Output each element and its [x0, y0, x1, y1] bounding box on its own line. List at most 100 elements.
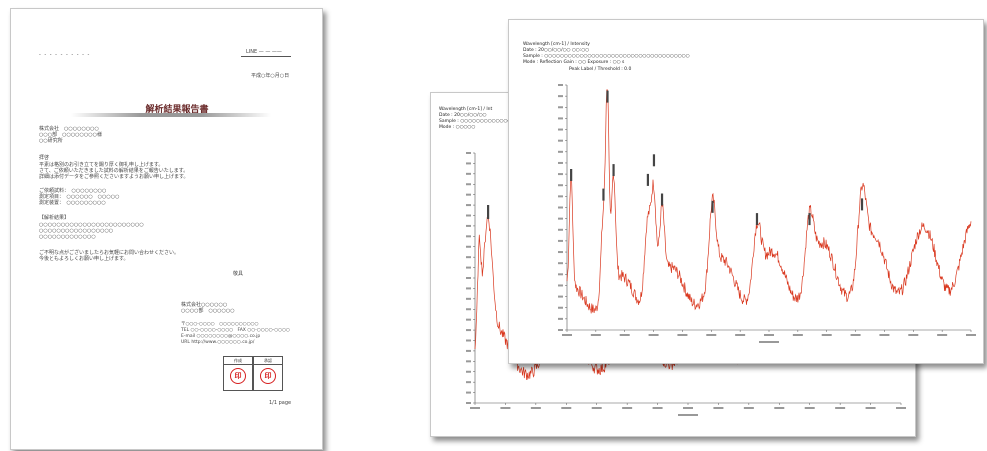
peak-label-mark	[606, 90, 609, 103]
intro-line: さて、ご依頼いただきました試料の解析結果をご報告いたします。	[39, 168, 189, 174]
x-axis-label-mark	[759, 341, 779, 343]
y-tick-label-mark	[466, 214, 471, 217]
page-number: 1/1 page	[269, 400, 292, 406]
x-tick-label-mark	[530, 407, 541, 409]
peak-label-mark	[652, 154, 656, 167]
x-tick-label-mark	[821, 334, 832, 336]
x-tick-label-mark	[677, 334, 688, 336]
peak-label-mark	[755, 213, 759, 226]
result-line: ○○○○○○○○○○○○○	[39, 234, 96, 240]
peak-label-mark	[711, 200, 714, 213]
y-tick-label-mark	[466, 360, 471, 363]
result-line: ○○○○○○○○○○○○○○○○○	[39, 228, 114, 234]
y-tick-label-mark	[466, 193, 471, 196]
y-tick-label-mark	[558, 251, 563, 254]
x-tick-label-mark	[591, 407, 602, 409]
peak-label-mark	[570, 169, 573, 181]
x-tick-label-mark	[590, 334, 601, 336]
y-tick-label-mark	[466, 235, 471, 238]
red-seal-stamp: 印	[260, 368, 276, 384]
y-tick-label-mark	[558, 306, 563, 309]
y-tick-label-mark	[558, 273, 563, 276]
closing-line: 今後ともよろしくお願い申し上げます。	[39, 256, 129, 262]
addressee-line: ○○研究所	[39, 138, 63, 144]
y-tick-label-mark	[558, 206, 563, 209]
x-tick-label-mark	[908, 334, 919, 336]
y-tick-label-mark	[558, 217, 563, 220]
x-tick-label-mark	[896, 407, 906, 409]
y-tick-label-mark	[558, 239, 563, 242]
x-tick-label-mark	[850, 334, 861, 336]
peak-label-mark	[646, 173, 649, 186]
peak-label-mark	[860, 198, 864, 211]
x-tick-label-mark	[500, 407, 511, 409]
y-tick-label-mark	[466, 162, 471, 165]
intro-line: 詳細は添付データをご参照くださいますようお願い申し上げます。	[39, 174, 189, 180]
chart-header-line: Mode : Reflection Gain : ○○ Exposure : ○…	[523, 60, 625, 65]
intro-line: 平素は格別のお引き立てを賜り厚く御礼申し上げます。	[39, 162, 164, 168]
y-tick-label-mark	[466, 183, 471, 186]
x-tick-label-mark	[764, 334, 774, 336]
y-tick-label-mark	[466, 287, 471, 290]
peak-label-mark	[660, 193, 664, 206]
report-date: 平成○年○月○日	[251, 73, 290, 79]
seal-box-author: 作成 印	[223, 356, 253, 391]
sample-line: 測定装置： ○○○○○○○○○	[39, 200, 106, 206]
spectrum-sheet-front: Wavelength [cm-1] / Intensity Date : 20○…	[508, 19, 984, 364]
x-tick-label-mark	[879, 334, 890, 336]
header-rule	[241, 56, 291, 57]
y-tick-label-mark	[466, 245, 471, 248]
x-tick-label-mark	[937, 334, 948, 336]
chart-header-line: Sample : ○○○○○○○○○○○○○○○○○○○○○○○○○○○○○○○…	[523, 54, 690, 59]
x-tick-label-mark	[735, 334, 746, 336]
title-underline	[71, 113, 271, 117]
analysis-report-page: - - - - - - - - - - LINE — — —— 平成○年○月○日…	[10, 8, 323, 450]
y-tick-label-mark	[558, 84, 563, 86]
company-line: TEL ○○-○○○○-○○○○ FAX ○○-○○○○-○○○○	[181, 328, 290, 333]
x-tick-label-mark	[622, 407, 633, 409]
y-tick-label-mark	[466, 349, 471, 352]
intro-label: 拝啓	[39, 155, 50, 161]
seal-label: 作成	[224, 357, 252, 365]
y-tick-label-mark	[466, 370, 471, 373]
x-axis-label-mark	[678, 414, 698, 416]
y-tick-label-mark	[558, 195, 563, 198]
x-tick-label-mark	[561, 407, 572, 409]
y-tick-label-mark	[558, 95, 563, 98]
y-tick-label-mark	[558, 295, 563, 298]
addressee-line: ○○○部 ○○○○○○○○様	[39, 132, 102, 138]
result-line: ○○○○○○○○○○○○○○○○○○○○○○○○	[39, 222, 144, 228]
y-tick-label-mark	[466, 266, 471, 269]
y-tick-label-mark	[466, 172, 471, 175]
chart-note: Peak Label / Threshold : 0.0	[569, 67, 632, 72]
x-tick-label-mark	[706, 334, 717, 336]
sample-line: ご依頼試料： ○○○○○○○○	[39, 188, 107, 194]
peak-label-mark	[612, 164, 615, 177]
y-tick-label-mark	[466, 339, 471, 342]
company-line: 〒○○○-○○○○ ○○○○○○○○○○	[181, 322, 259, 327]
chart-header-line: Sample : ○○○○○○○○○○○○○○○○	[439, 119, 524, 124]
y-tick-label-mark	[558, 173, 563, 176]
x-tick-label-mark	[470, 407, 480, 409]
red-seal-stamp: 印	[230, 368, 246, 384]
spectrum-line	[566, 89, 972, 314]
chart-header-line: Wavelength [cm-1] / Intensity	[523, 42, 590, 47]
result-label: 【解析結果】	[39, 215, 70, 221]
x-tick-label-mark	[562, 334, 572, 336]
company-line: E-mail ○○○○○○○○@○○○○.co.jp	[181, 334, 261, 339]
x-tick-label-mark	[648, 334, 659, 336]
x-tick-label-mark	[774, 407, 785, 409]
y-tick-label-mark	[558, 329, 563, 331]
keigu-text: 敬具	[233, 271, 244, 277]
y-tick-label-mark	[558, 228, 563, 231]
company-line: 株式会社○○○○○○	[181, 302, 228, 308]
y-tick-label-mark	[466, 224, 471, 227]
x-tick-label-mark	[835, 407, 846, 409]
y-tick-label-mark	[558, 128, 563, 131]
peak-label-mark	[487, 205, 490, 219]
x-tick-label-mark	[804, 407, 815, 409]
y-tick-label-mark	[466, 277, 471, 279]
chart-header-line: Wavelength [cm-1] / Int	[439, 107, 493, 112]
x-tick-label-mark	[713, 407, 724, 409]
y-tick-label-mark	[466, 329, 471, 332]
